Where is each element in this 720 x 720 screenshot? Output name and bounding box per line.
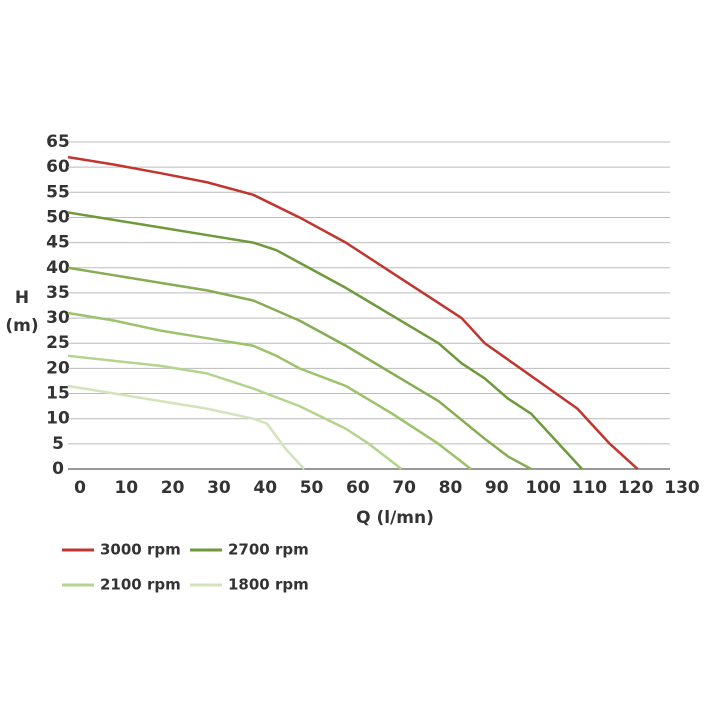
y-tick-label: 25 [46, 333, 70, 353]
x-tick-label: 100 [525, 478, 561, 498]
x-tick-label: 110 [572, 478, 608, 498]
series-line [67, 354, 403, 470]
legend-label: 2100 rpm [100, 576, 181, 594]
legend-label: 3000 rpm [100, 541, 181, 559]
y-tick-label: 35 [46, 283, 70, 303]
y-tick-label: 15 [46, 384, 70, 404]
y-tick-label: 10 [46, 409, 70, 429]
x-tick-label: 80 [439, 478, 463, 498]
x-tick-label: 30 [207, 478, 231, 498]
x-tick-label: 10 [114, 478, 138, 498]
series-line [67, 266, 532, 471]
legend: 3000 rpm 2700 rpm 2100 rpm 1800 rpm [62, 541, 309, 594]
x-tick-label: 20 [161, 478, 185, 498]
y-tick-label: 40 [46, 258, 70, 278]
y-tick-label: 65 [46, 132, 70, 152]
legend-label: 1800 rpm [228, 576, 309, 594]
y-axis-label: (m) [5, 316, 38, 336]
x-tick-label: 40 [253, 478, 277, 498]
y-tick-label: 60 [46, 157, 70, 177]
x-tick-label: 70 [392, 478, 416, 498]
x-tick-label: 60 [346, 478, 370, 498]
y-tick-label: 0 [52, 459, 64, 479]
y-tick-label: 45 [46, 233, 70, 253]
x-tick-label: 90 [485, 478, 509, 498]
series-line [67, 384, 306, 470]
y-axis-label: H [15, 288, 29, 308]
y-tick-label: 20 [46, 358, 70, 378]
x-tick-label: 130 [664, 478, 700, 498]
y-tick-label: 50 [46, 207, 70, 227]
x-tick-label: 120 [618, 478, 654, 498]
series-line [67, 155, 639, 470]
y-tick-label: 5 [52, 434, 64, 454]
x-tick-label: 0 [74, 478, 86, 498]
y-tick-label: 30 [46, 308, 70, 328]
y-tick-label: 55 [46, 182, 70, 202]
series-line [67, 211, 583, 470]
series-line [67, 311, 472, 470]
x-tick-label: 50 [300, 478, 324, 498]
legend-label: 2700 rpm [228, 541, 309, 559]
x-axis-label: Q (l/mn) [356, 508, 434, 528]
